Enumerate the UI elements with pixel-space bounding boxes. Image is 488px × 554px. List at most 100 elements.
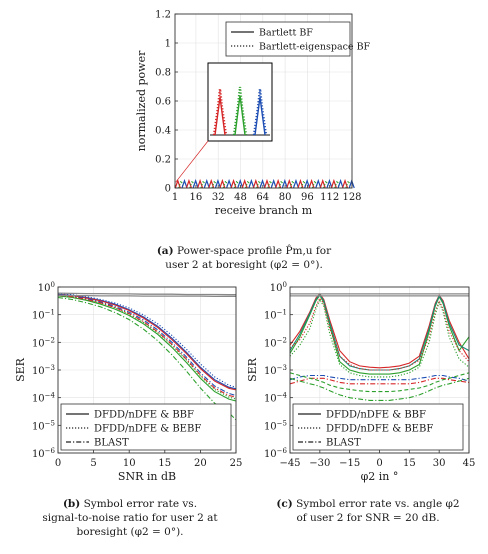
a-xtick-label-7: 112: [320, 192, 339, 203]
b-ytick-label-0: 100: [38, 281, 55, 294]
caption-c: (c) Symbol error rate vs. angle φ2 of us…: [258, 497, 478, 525]
c-xtick-label-1: −30: [309, 458, 330, 469]
c-ytick-label-0: 100: [270, 281, 287, 294]
a-peak-blue-41: [237, 178, 244, 189]
caption-a: (a) Power-space profile P̂m,u for user 2…: [130, 244, 358, 272]
c-xtick-label-5: 30: [433, 458, 446, 469]
a-xtick-label-3: 48: [234, 192, 247, 203]
b-series-5-blue-dashdot: [57, 294, 237, 397]
b-ytick-label--1: 10−1: [32, 309, 55, 322]
a-peak-blue-89: [304, 178, 311, 189]
b-xtick-label-1: 5: [90, 458, 96, 469]
a-peak-blue-25: [214, 178, 221, 189]
caption-b-line-1: Symbol error rate vs.: [83, 498, 198, 510]
c-xtick-label-2: −15: [339, 458, 360, 469]
chart-a-power-profile: 1 16 32 48 64 80 96 112 128 0 0.2 0.4 0.6 0.8 1 1.2 rece…: [135, 10, 371, 218]
a-peak-red-73: [275, 178, 282, 189]
chart-c-ser-vs-angle: −45 −30 −15 0 15 30 45 10−6 10−5 10−4 10−3 10−2 10−1…: [246, 281, 475, 483]
c-ytick-label--1: 10−1: [264, 309, 287, 322]
b-xtick-label-4: 20: [194, 458, 207, 469]
caption-b-line-3: boresight (φ2 = 0°).: [76, 526, 184, 538]
c-series-7-green-dashdot: [289, 377, 470, 401]
c-xtick-label-0: −45: [279, 458, 300, 469]
a-peak-red-57: [252, 178, 259, 189]
a-peak-red-113: [330, 178, 337, 189]
b-ylabel: SER: [14, 357, 27, 382]
c-ytick-label--3: 10−3: [264, 364, 287, 377]
b-series-9-gray-solid: [57, 294, 236, 298]
a-inset-peak-green: [232, 86, 248, 136]
caption-c-line-1: Symbol error rate vs. angle φ2: [296, 498, 460, 510]
c-xlabel: φ2 in °: [361, 470, 399, 483]
b-xtick-label-0: 0: [55, 458, 61, 469]
a-xtick-label-5: 80: [279, 192, 292, 203]
b-series-3-blue-dotted: [57, 293, 237, 388]
caption-b-tag: (b): [62, 498, 81, 510]
c-xtick-label-6: 45: [463, 458, 476, 469]
c-ytick-label--6: 10−6: [264, 447, 288, 460]
chart-b-ser-vs-snr: 0 5 10 15 20 25 10−6 10−5 10−4 10−3 10−2 10−1 100 SNR…: [14, 281, 242, 483]
b-series-0-blue-solid: [57, 293, 237, 390]
a-peak-red-17: [197, 178, 204, 189]
c-legend-box: [292, 403, 464, 451]
a-peak-blue-33: [226, 178, 233, 189]
a-legend-label-1: Bartlett-eigenspace BF: [259, 42, 371, 53]
a-xtick-label-4: 64: [256, 192, 269, 203]
a-peak-red-41: [230, 178, 237, 189]
a-ytick-label-2: 0.4: [155, 126, 171, 137]
c-legend-label-1: DFDD/nDFE & BEBF: [326, 424, 433, 435]
a-xtick-label-2: 32: [212, 192, 225, 203]
c-ytick-label--2: 10−2: [264, 336, 287, 349]
a-peak-blue-17: [203, 178, 210, 189]
c-xtick-label-3: 0: [376, 458, 382, 469]
a-xtick-label-6: 96: [301, 192, 314, 203]
b-legend-label-2: BLAST: [94, 438, 129, 449]
c-ytick-label--5: 10−5: [264, 419, 287, 432]
a-inset-peak-solid-red: [214, 97, 226, 136]
caption-b: (b) Symbol error rate vs. signal-to-nois…: [20, 497, 240, 539]
b-ytick-label--4: 10−4: [32, 392, 56, 405]
a-peak-red-25: [208, 178, 215, 189]
a-xlabel: receive branch m: [215, 204, 313, 217]
c-legend-label-0: DFDD/nDFE & BBF: [326, 410, 426, 421]
a-peak-blue-1: [181, 178, 188, 189]
b-series-2-green-solid: [57, 295, 237, 402]
caption-a-tag: (a): [156, 245, 174, 257]
a-inset-peak-solid-blue: [254, 97, 266, 136]
a-peak-red-121: [341, 178, 349, 189]
a-ytick-label-4: 0.8: [155, 68, 171, 79]
a-peak-blue-73: [281, 178, 288, 189]
b-legend-label-0: DFDD/nDFE & BBF: [94, 410, 194, 421]
b-ytick-label--3: 10−3: [32, 364, 55, 377]
a-xtick-label-1: 16: [190, 192, 203, 203]
a-xtick-label-8: 128: [342, 192, 361, 203]
a-xtick-label-0: 1: [172, 192, 178, 203]
caption-c-tag: (c): [276, 498, 293, 510]
b-legend-box: [60, 403, 232, 451]
a-peak-red-49: [241, 178, 248, 189]
b-series-7-green-dashdot: [57, 296, 237, 421]
c-series-8-green-dashed: [289, 372, 470, 393]
a-ytick-label-5: 1: [165, 39, 171, 50]
b-series-1-red-solid: [57, 293, 237, 391]
a-peak-blue-9: [192, 178, 199, 189]
b-xtick-label-5: 25: [230, 458, 243, 469]
a-ylabel: normalized power: [135, 50, 148, 151]
c-ylabel: SER: [246, 357, 259, 382]
a-peak-red-97: [308, 178, 315, 189]
c-ytick-label--4: 10−4: [264, 392, 288, 405]
c-legend-label-2: BLAST: [326, 438, 361, 449]
caption-c-line-2: of user 2 for SNR = 20 dB.: [296, 512, 440, 524]
c-xtick-label-4: 15: [403, 458, 416, 469]
a-peak-blue-57: [259, 178, 266, 189]
b-series-6-red-dashdot: [57, 294, 237, 398]
a-peak-red-9: [185, 178, 193, 189]
caption-b-line-2: signal-to-noise ratio for user 2 at: [42, 512, 218, 524]
a-peak-blue-65: [270, 178, 277, 189]
a-legend-box: [225, 21, 351, 57]
a-legend-label-0: Bartlett BF: [259, 28, 313, 39]
b-series-8-gray-solid: [57, 292, 236, 296]
b-series-4-green-dotted: [57, 294, 237, 400]
a-peak-blue-97: [315, 178, 322, 189]
